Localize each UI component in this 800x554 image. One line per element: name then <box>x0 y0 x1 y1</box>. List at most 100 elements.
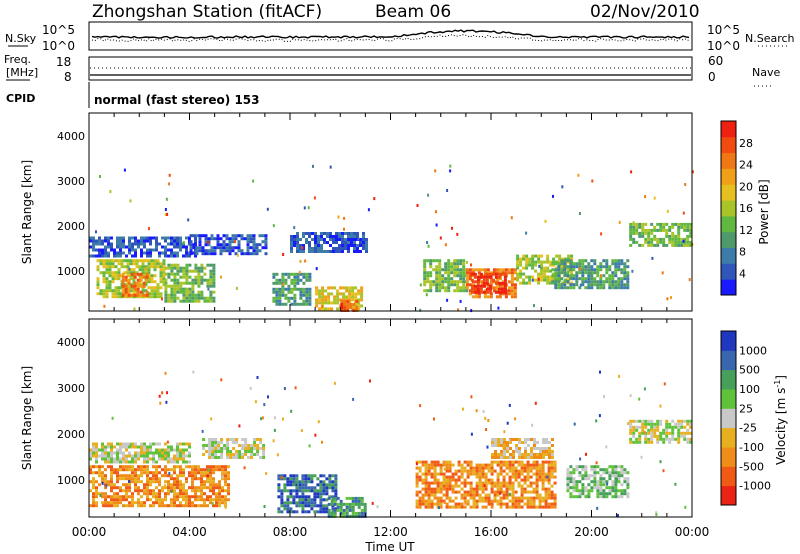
velocity-cell <box>509 456 512 459</box>
power-cell <box>131 254 134 258</box>
power-cell <box>353 241 356 244</box>
velocity-cell <box>665 431 669 435</box>
power-cell <box>296 247 299 250</box>
velocity-cell <box>427 472 431 476</box>
power-cell <box>614 280 618 284</box>
velocity-cell <box>128 483 131 487</box>
power-cell <box>438 271 442 275</box>
velocity-cell <box>499 466 503 470</box>
velocity-cell <box>149 457 152 461</box>
power-cell <box>647 237 651 241</box>
power-cell <box>503 290 507 294</box>
power-cell <box>117 277 121 281</box>
velocity-cell <box>212 504 215 508</box>
velocity-cell-speck <box>643 387 646 391</box>
power-cell <box>194 275 198 279</box>
velocity-cell <box>164 486 167 490</box>
power-cell <box>453 283 457 287</box>
velocity-cell <box>316 504 320 508</box>
velocity-cell <box>131 460 134 464</box>
velocity-cell <box>185 454 188 458</box>
velocity-cell <box>547 475 551 479</box>
velocity-cell <box>448 487 452 491</box>
power-cell <box>212 284 216 288</box>
power-cell <box>179 284 183 288</box>
power-cell <box>96 277 100 281</box>
power-cell <box>447 286 451 290</box>
velocity-cell <box>466 481 470 485</box>
power-cell <box>632 222 636 226</box>
velocity-cell <box>448 481 452 485</box>
velocity-cell <box>336 508 340 512</box>
power-cell <box>182 272 186 276</box>
velocity-cell <box>327 511 331 515</box>
velocity-cell <box>424 502 428 506</box>
velocity-cell <box>656 422 660 426</box>
power-cell <box>98 251 101 255</box>
power-cell <box>485 281 489 285</box>
power-cell <box>581 283 585 287</box>
power-cell <box>111 265 115 269</box>
velocity-cell <box>319 480 323 484</box>
velocity-cell <box>502 484 506 488</box>
power-cell <box>111 292 115 296</box>
velocity-cell <box>457 484 461 488</box>
power-cell <box>137 239 140 243</box>
velocity-cell <box>206 477 209 481</box>
velocity-cell <box>110 465 113 469</box>
power-cell <box>450 265 454 269</box>
power-cell-speck <box>427 193 430 197</box>
velocity-cell <box>229 456 233 459</box>
velocity-cell <box>104 468 107 472</box>
power-cell <box>302 247 305 250</box>
power-cell <box>176 266 180 270</box>
velocity-cell <box>304 504 308 508</box>
velocity-cell <box>463 484 467 488</box>
velocity-cell <box>538 493 542 497</box>
velocity-cell <box>203 498 206 502</box>
velocity-cell <box>671 419 675 423</box>
velocity-cell <box>481 487 485 491</box>
power-cell <box>299 278 303 282</box>
power-cell <box>563 265 567 269</box>
velocity-cell <box>122 465 125 469</box>
power-cell <box>132 268 136 272</box>
velocity-cell <box>472 499 476 503</box>
power-cell <box>173 254 176 258</box>
power-cell <box>123 259 127 263</box>
velocity-cell <box>496 481 500 485</box>
power-cell <box>179 236 182 240</box>
velocity-cell <box>469 490 473 494</box>
velocity-cell <box>208 456 212 459</box>
power-cell <box>468 289 472 293</box>
power-cell <box>159 274 163 278</box>
power-cell-speck <box>546 275 549 279</box>
velocity-cell <box>327 508 331 512</box>
velocity-cell <box>605 486 609 490</box>
power-cell <box>155 248 158 252</box>
velocity-cell <box>238 444 242 447</box>
power-cell <box>339 298 343 302</box>
velocity-cell <box>176 495 179 499</box>
velocity-cell <box>95 501 98 505</box>
power-cell <box>593 259 597 263</box>
power-cell <box>159 268 163 272</box>
velocity-cell <box>677 422 681 426</box>
velocity-cell <box>116 460 119 464</box>
power-cell <box>349 303 353 306</box>
velocity-cell <box>134 445 137 449</box>
power-cell <box>141 292 145 296</box>
power-cell <box>194 266 198 270</box>
velocity-cell <box>596 483 600 487</box>
velocity-cell <box>134 474 137 478</box>
power-cell <box>543 260 547 264</box>
power-cell <box>665 234 669 238</box>
power-cell <box>543 266 547 270</box>
power-cell <box>119 248 122 252</box>
velocity-cell <box>101 454 104 458</box>
velocity-cell <box>530 447 533 450</box>
power-cell <box>347 250 350 253</box>
power-cell <box>102 271 106 275</box>
velocity-cell <box>191 483 194 487</box>
colorbar-swatch <box>721 485 736 506</box>
